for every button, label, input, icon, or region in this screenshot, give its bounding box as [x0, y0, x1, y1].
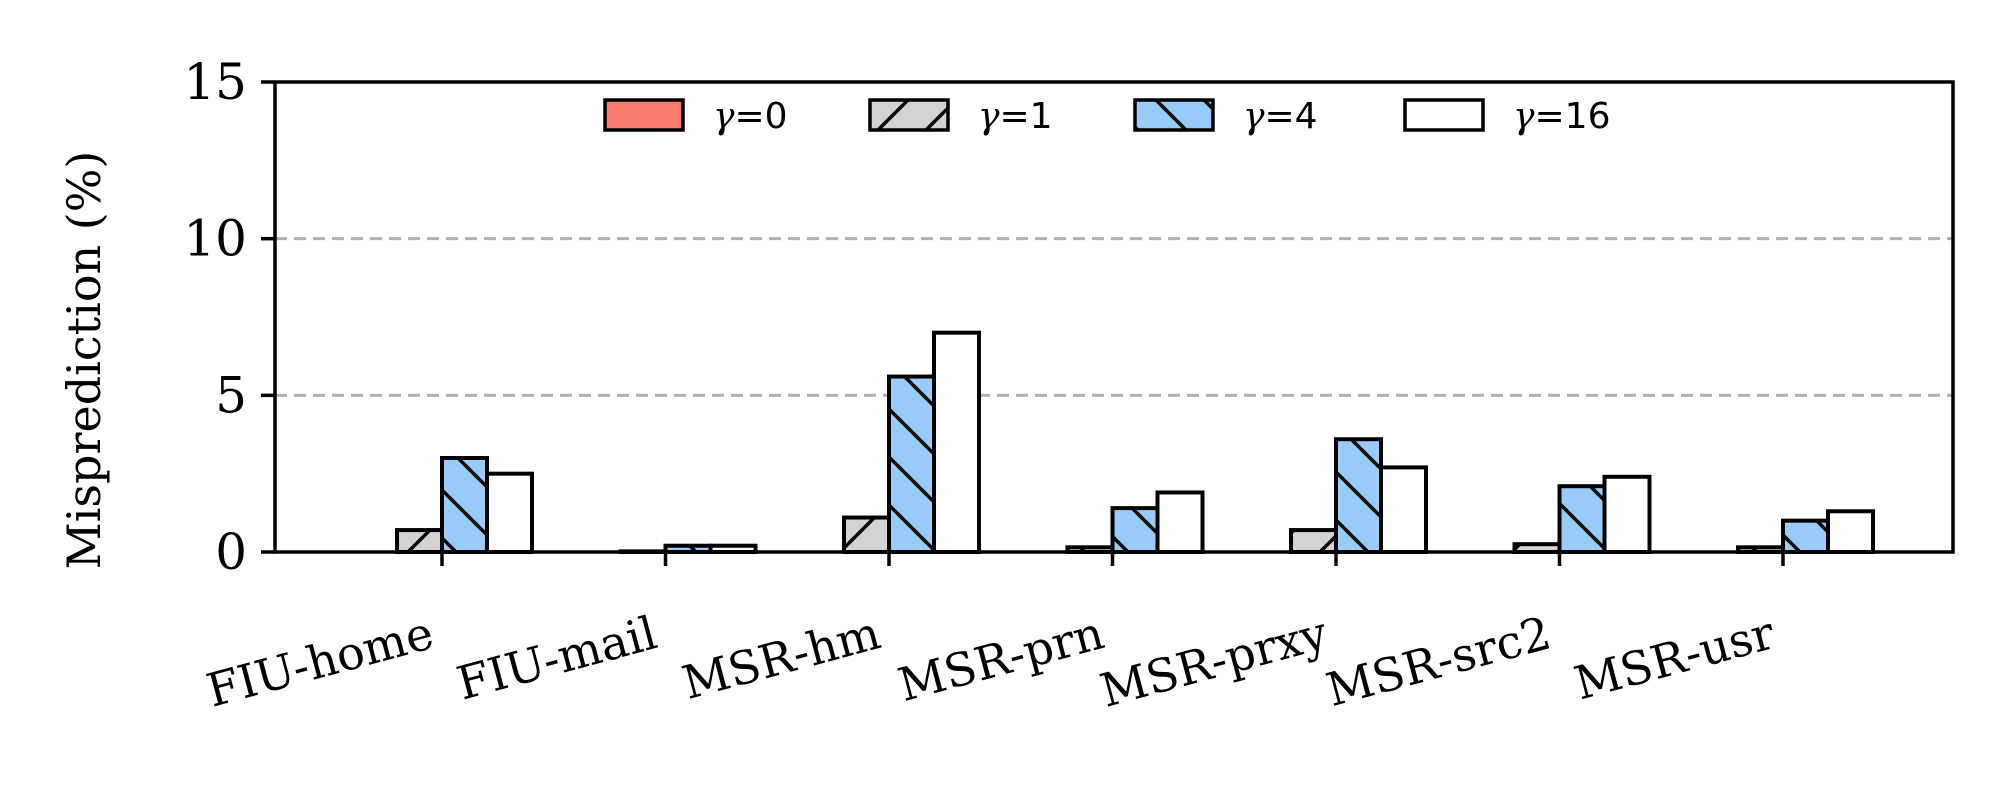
- bar-fill: [934, 332, 979, 552]
- legend-swatch-hatch: [870, 100, 948, 130]
- bar-hatch: [889, 376, 934, 552]
- y-tick-label: 10: [183, 210, 247, 268]
- x-tick-label: MSR-prn: [893, 605, 1110, 711]
- y-tick-label: 5: [215, 366, 247, 424]
- bar: [1289, 528, 1338, 554]
- bar: [1155, 490, 1205, 555]
- y-ticks: 0 5 10 15: [183, 53, 275, 581]
- bars: [395, 330, 1875, 555]
- x-tick-label: FIU-home: [201, 605, 439, 717]
- bar-hatch: [1336, 439, 1381, 552]
- bar: [1379, 465, 1428, 554]
- bar-hatch: [665, 545, 711, 552]
- legend-label: γ=4: [1243, 96, 1318, 137]
- legend-swatch: [605, 100, 683, 130]
- bar: [395, 528, 444, 554]
- bar-fill: [1381, 467, 1426, 552]
- legend-swatch-hatch: [1135, 100, 1213, 130]
- bar-fill: [1604, 476, 1650, 552]
- legend: γ=0 γ=1 γ=4 γ=16: [603, 96, 1611, 137]
- bar: [1826, 509, 1875, 554]
- legend-swatch-outline: [603, 98, 685, 132]
- bar-hatch: [1559, 486, 1605, 552]
- bar-hatch: [1112, 508, 1158, 552]
- legend-swatch-outline: [868, 98, 950, 132]
- legend-swatch-outline: [1403, 98, 1485, 132]
- x-tick-label: MSR-hm: [677, 605, 886, 709]
- y-tick-label: 15: [183, 53, 247, 111]
- bar-fill: [1157, 492, 1203, 552]
- legend-swatch: [1405, 100, 1483, 130]
- bar: [842, 515, 891, 554]
- bar: [1557, 484, 1607, 555]
- bar: [1781, 518, 1830, 555]
- legend-item: γ=16: [1403, 96, 1611, 137]
- bar-hatch: [1514, 544, 1560, 552]
- legend-swatch-outline: [1133, 98, 1215, 132]
- bar-hatch: [1291, 530, 1336, 552]
- bar-hatch: [1067, 547, 1113, 552]
- legend-item: γ=4: [1133, 96, 1318, 137]
- x-tick-label: FIU-mail: [451, 605, 662, 710]
- legend-label: γ=16: [1513, 96, 1611, 137]
- x-tick-label: MSR-prxy: [1095, 605, 1333, 717]
- bar-hatch: [1738, 547, 1783, 552]
- bar-hatch: [397, 530, 442, 552]
- gridlines: [275, 237, 1953, 397]
- bar: [485, 471, 534, 554]
- bar: [932, 330, 981, 554]
- bar-fill: [487, 473, 532, 552]
- x-tick-label: MSR-usr: [1569, 605, 1780, 710]
- bar: [887, 374, 936, 554]
- x-tick-label: MSR-src2: [1321, 605, 1557, 717]
- bar: [1334, 437, 1383, 555]
- bar: [1110, 506, 1160, 554]
- legend-label: γ=1: [978, 96, 1053, 137]
- bar-hatch: [844, 517, 889, 552]
- legend-label: γ=0: [713, 96, 788, 137]
- bar: [440, 456, 489, 554]
- bar-hatch: [442, 458, 487, 552]
- bar-fill: [710, 545, 756, 552]
- bar-fill: [1828, 511, 1873, 552]
- legend-item: γ=1: [868, 96, 1053, 137]
- bar: [1602, 474, 1652, 554]
- bar-hatch: [1783, 520, 1828, 552]
- y-axis-label: Misprediction (%): [57, 151, 111, 570]
- x-ticks: FIU-home FIU-mail MSR-hm MSR-prnMSR-prxyMSR…: [201, 552, 1785, 718]
- y-tick-label: 0: [215, 523, 247, 581]
- legend-item: γ=0: [603, 96, 788, 137]
